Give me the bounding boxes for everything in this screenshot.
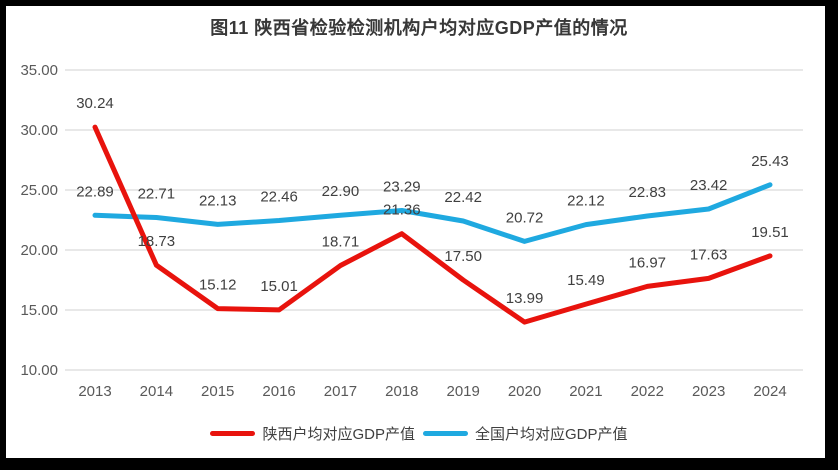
data-label-shaanxi: 30.24 — [76, 95, 114, 112]
data-label-shaanxi: 18.71 — [322, 234, 360, 251]
data-label-shaanxi: 13.99 — [506, 290, 544, 307]
data-label-national: 22.42 — [444, 189, 482, 206]
x-tick-label: 2024 — [753, 383, 786, 400]
y-tick-label: 30.00 — [20, 122, 58, 139]
data-label-national: 23.42 — [690, 177, 728, 194]
legend-item-national: 全国户均对应GDP产值 — [423, 423, 628, 444]
data-label-shaanxi: 19.51 — [751, 224, 789, 241]
x-tick-label: 2020 — [508, 383, 541, 400]
legend-label-shaanxi: 陕西户均对应GDP产值 — [262, 425, 415, 443]
y-tick-label: 15.00 — [20, 302, 58, 319]
x-tick-label: 2018 — [385, 383, 418, 400]
data-label-shaanxi: 16.97 — [628, 254, 666, 271]
data-label-national: 22.13 — [199, 192, 237, 209]
shaanxi-line-swatch — [210, 430, 256, 436]
chart-title: 图11 陕西省检验检测机构户均对应GDP产值的情况 — [210, 18, 628, 38]
data-label-national: 22.46 — [260, 189, 298, 206]
x-tick-label: 2022 — [631, 383, 664, 400]
data-label-national: 22.71 — [138, 186, 176, 203]
x-tick-label: 2013 — [78, 383, 111, 400]
data-label-shaanxi: 18.73 — [138, 233, 176, 250]
x-tick-label: 2017 — [324, 383, 357, 400]
data-label-national: 22.12 — [567, 193, 605, 210]
x-tick-label: 2015 — [201, 383, 234, 400]
x-tick-label: 2014 — [140, 383, 173, 400]
y-tick-label: 25.00 — [20, 182, 58, 199]
y-tick-label: 20.00 — [20, 242, 58, 259]
legend: 陕西户均对应GDP产值 全国户均对应GDP产值 — [0, 421, 838, 445]
data-label-shaanxi: 15.01 — [260, 278, 298, 295]
series-line-shaanxi — [92, 124, 773, 325]
x-tick-label: 2023 — [692, 383, 725, 400]
data-label-shaanxi: 15.12 — [199, 277, 237, 294]
data-label-shaanxi: 17.50 — [444, 248, 482, 265]
x-tick-label: 2016 — [262, 383, 295, 400]
series-line-national — [92, 182, 773, 244]
data-label-national: 25.43 — [751, 153, 789, 170]
x-tick-label: 2021 — [569, 383, 602, 400]
data-label-national: 20.72 — [506, 209, 544, 226]
legend-item-shaanxi: 陕西户均对应GDP产值 — [210, 423, 415, 444]
x-tick-label: 2019 — [446, 383, 479, 400]
legend-label-national: 全国户均对应GDP产值 — [475, 425, 628, 443]
data-label-national: 23.29 — [383, 179, 421, 196]
y-tick-label: 35.00 — [20, 62, 58, 79]
y-tick-label: 10.00 — [20, 362, 58, 379]
data-label-national: 22.90 — [322, 183, 360, 200]
data-label-national: 22.89 — [76, 183, 114, 200]
data-label-national: 22.83 — [628, 184, 666, 201]
data-label-shaanxi: 15.49 — [567, 272, 605, 289]
national-line-swatch — [423, 430, 468, 436]
data-label-shaanxi: 21.36 — [383, 202, 421, 219]
data-label-shaanxi: 17.63 — [690, 246, 728, 263]
